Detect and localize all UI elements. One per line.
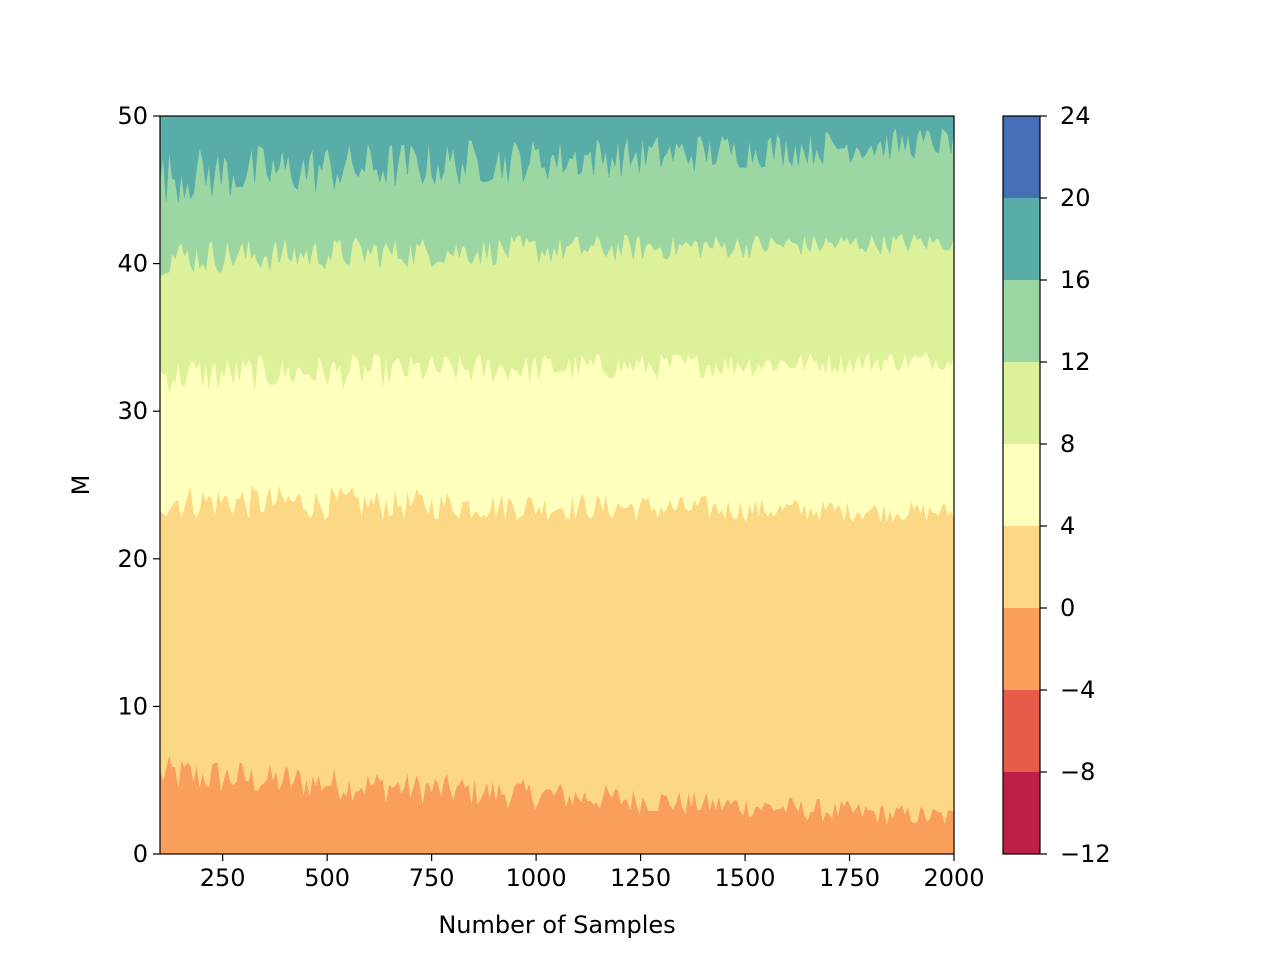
colorbar-frame xyxy=(1002,115,1041,855)
colorbar-tick-label: 8 xyxy=(1060,430,1075,458)
colorbar-segment xyxy=(1003,608,1040,690)
x-tick-label: 1750 xyxy=(819,864,880,892)
colorbar-tick-label: 12 xyxy=(1060,348,1091,376)
colorbar-segment xyxy=(1003,690,1040,772)
colorbar-segment xyxy=(1003,772,1040,854)
y-tick-label: 30 xyxy=(117,397,148,425)
y-axis: 0 10 20 30 40 50 xyxy=(117,102,160,868)
y-tick-label: 50 xyxy=(117,102,148,130)
colorbar: −12 −8 −4 0 4 8 12 16 20 24 xyxy=(1003,102,1111,868)
y-tick-label: 40 xyxy=(117,250,148,278)
colorbar-segment xyxy=(1003,280,1040,362)
colorbar-segment xyxy=(1003,198,1040,280)
colorbar-segment xyxy=(1003,362,1040,444)
x-axis: 250 500 750 1000 1250 1500 1750 2000 xyxy=(200,854,985,892)
colorbar-tick-label: 0 xyxy=(1060,594,1075,622)
colorbar-segment xyxy=(1003,444,1040,526)
y-tick-label: 20 xyxy=(117,545,148,573)
colorbar-tick-label: 24 xyxy=(1060,102,1091,130)
x-tick-label: 750 xyxy=(409,864,455,892)
x-tick-label: 1500 xyxy=(715,864,776,892)
y-tick-label: 0 xyxy=(133,840,148,868)
x-axis-label: Number of Samples xyxy=(438,911,675,939)
plot-frame xyxy=(159,115,955,855)
colorbar-tick-label: 4 xyxy=(1060,512,1075,540)
plot-area xyxy=(160,116,954,854)
colorbar-tick-label: 16 xyxy=(1060,266,1091,294)
x-tick-label: 250 xyxy=(200,864,246,892)
x-tick-label: 500 xyxy=(304,864,350,892)
colorbar-segment xyxy=(1003,116,1040,198)
colorbar-tick-label: −12 xyxy=(1060,840,1111,868)
colorbar-tick-label: −8 xyxy=(1060,758,1095,786)
colorbar-tick-label: 20 xyxy=(1060,184,1091,212)
contour-band-6 xyxy=(160,116,954,203)
colorbar-segment xyxy=(1003,526,1040,608)
y-tick-label: 10 xyxy=(117,692,148,720)
contour-band-2 xyxy=(160,483,954,825)
x-tick-label: 2000 xyxy=(923,864,984,892)
x-tick-label: 1250 xyxy=(610,864,671,892)
colorbar-tick-label: −4 xyxy=(1060,676,1095,704)
x-tick-label: 1000 xyxy=(506,864,567,892)
y-axis-label: M xyxy=(67,475,95,496)
